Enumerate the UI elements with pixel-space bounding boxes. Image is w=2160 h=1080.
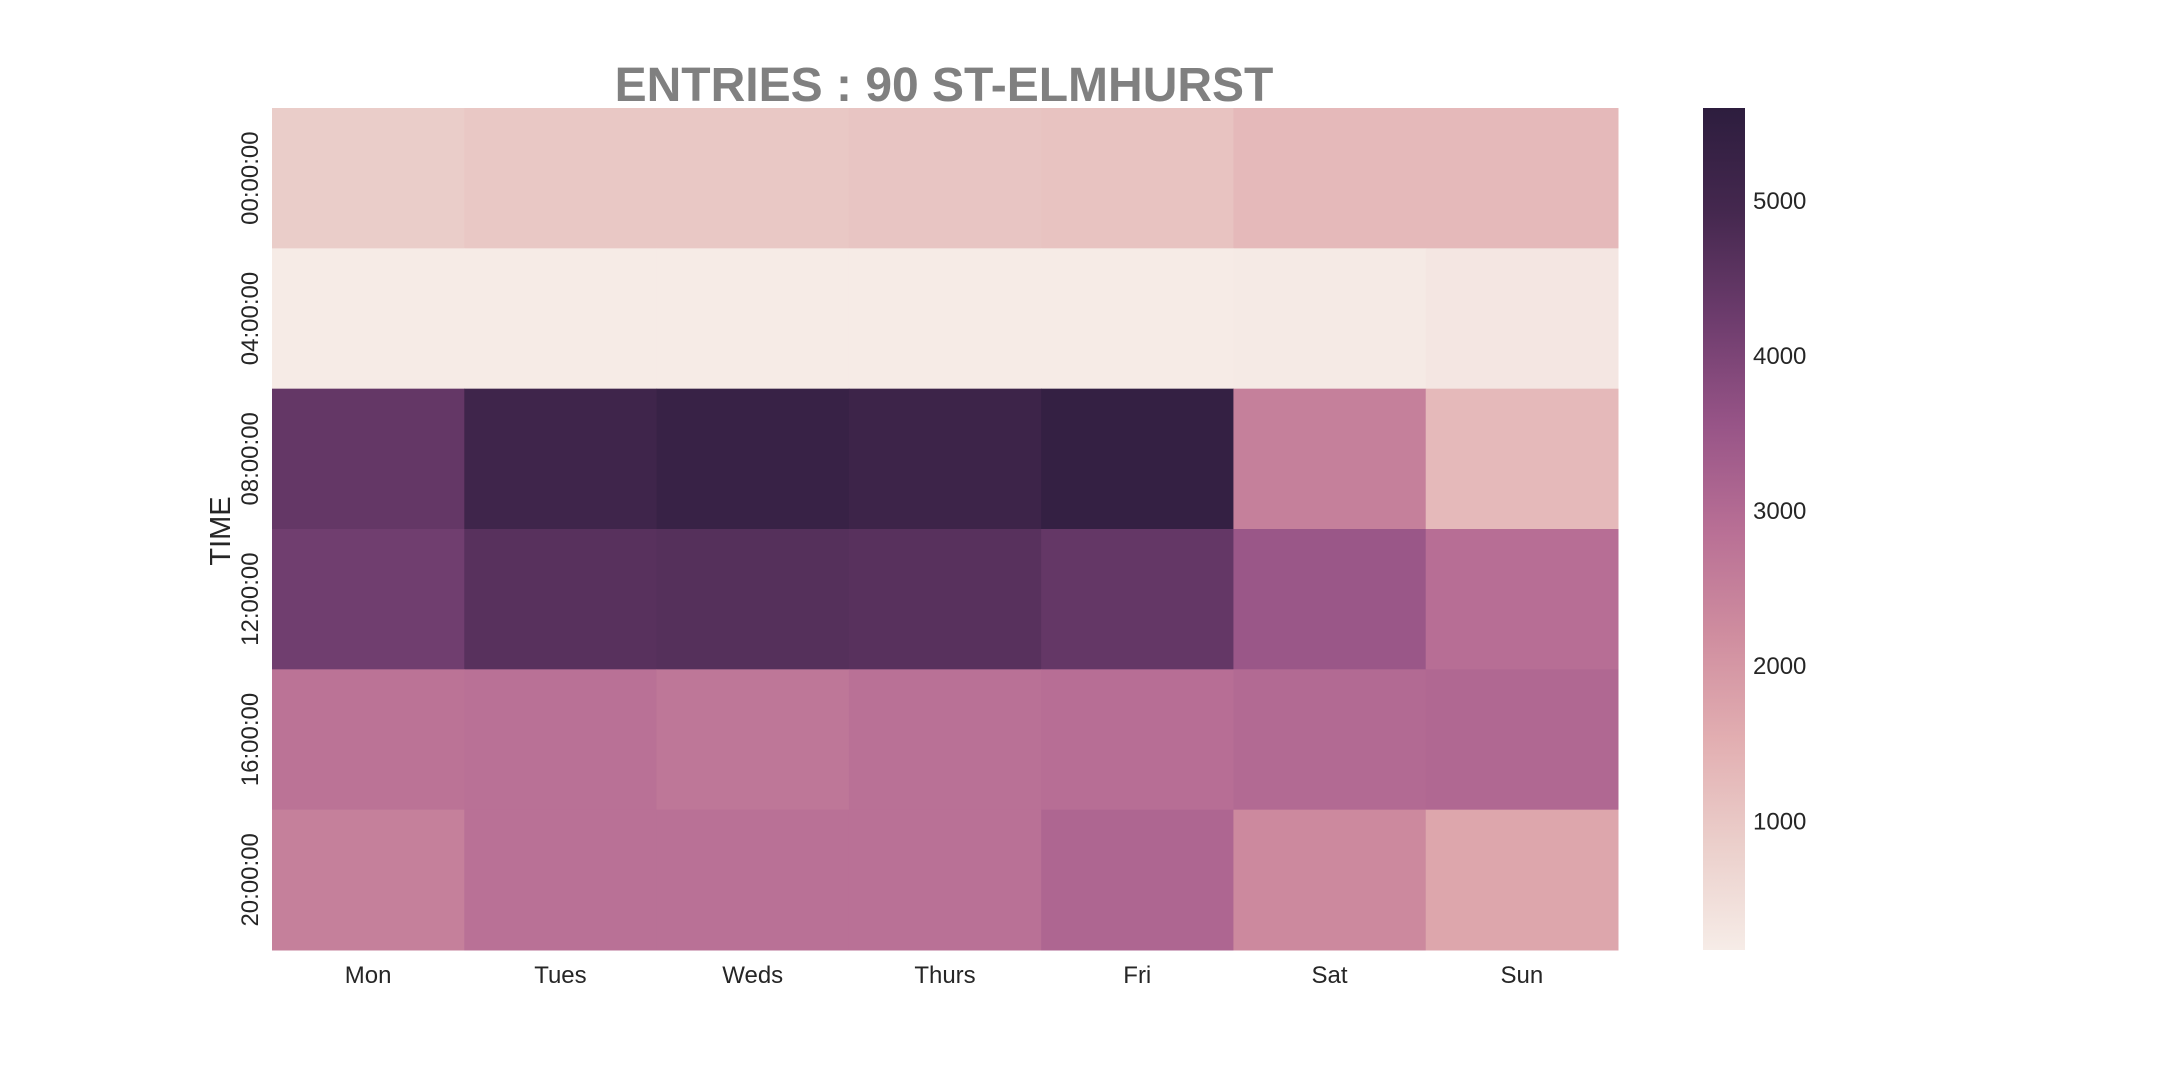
heatmap-cell <box>656 669 850 811</box>
heatmap-cell <box>1425 108 1619 249</box>
heatmap-cell <box>656 809 850 951</box>
x-tick-labels: Mon Tues Weds Thurs Fri Sat Sun <box>345 962 1543 989</box>
x-tick-label: Tues <box>534 962 586 989</box>
heatmap-cell <box>1233 388 1427 530</box>
heatmap-cell <box>1425 529 1619 670</box>
colorbar-tick-label: 1000 <box>1753 808 1806 835</box>
colorbar-tick-label: 4000 <box>1753 343 1806 370</box>
heatmap-cell <box>1233 529 1427 670</box>
heatmap-cell <box>1233 669 1427 811</box>
x-tick-label: Weds <box>722 962 783 989</box>
heatmap-cell <box>1425 248 1619 390</box>
colorbar-tick-label: 2000 <box>1753 653 1806 680</box>
y-tick-labels: 00:00:00 04:00:00 08:00:00 12:00:00 16:00:00… <box>237 131 264 926</box>
heatmap-cell <box>848 248 1042 390</box>
heatmap-cell <box>1233 108 1427 249</box>
x-tick-label: Sat <box>1312 962 1348 989</box>
heatmap-cell <box>1041 388 1234 530</box>
heatmap-cells <box>272 108 1619 951</box>
heatmap-cell <box>272 669 465 811</box>
colorbar-tick-label: 5000 <box>1753 188 1806 215</box>
heatmap-cell <box>464 108 658 249</box>
x-tick-label: Sun <box>1501 962 1544 989</box>
y-tick-label: 00:00:00 <box>237 131 264 224</box>
heatmap-cell <box>656 388 850 530</box>
heatmap-cell <box>464 669 658 811</box>
colorbar-tick-labels: 1000 2000 3000 4000 5000 <box>1753 188 1806 835</box>
heatmap-cell <box>272 529 465 670</box>
heatmap-cell <box>1041 529 1234 670</box>
heatmap-cell <box>272 388 465 530</box>
heatmap-cell <box>848 108 1042 249</box>
y-axis-label: TIME <box>205 496 237 565</box>
heatmap-cell <box>1233 248 1427 390</box>
heatmap-cell <box>1425 809 1619 951</box>
heatmap-cell <box>656 108 850 249</box>
heatmap-cell <box>1041 108 1234 249</box>
heatmap-cell <box>848 529 1042 670</box>
y-tick-label: 08:00:00 <box>237 412 264 505</box>
heatmap-cell <box>1425 388 1619 530</box>
y-tick-label: 20:00:00 <box>237 833 264 926</box>
heatmap-cell <box>464 529 658 670</box>
colorbar-tick-label: 3000 <box>1753 498 1806 525</box>
heatmap-cell <box>272 809 465 951</box>
heatmap-cell <box>656 529 850 670</box>
heatmap-cell <box>848 809 1042 951</box>
heatmap-cell <box>464 248 658 390</box>
heatmap-cell <box>848 669 1042 811</box>
heatmap-cell <box>272 248 465 390</box>
colorbar <box>1703 108 1745 950</box>
heatmap-cell <box>1425 669 1619 811</box>
x-tick-label: Fri <box>1123 962 1151 989</box>
heatmap-cell <box>848 388 1042 530</box>
x-tick-label: Thurs <box>914 962 975 989</box>
y-tick-label: 04:00:00 <box>237 272 264 365</box>
heatmap-cell <box>464 388 658 530</box>
heatmap-cell <box>1233 809 1427 951</box>
heatmap-cell <box>272 108 465 249</box>
chart-title: ENTRIES : 90 ST-ELMHURST <box>615 59 1274 112</box>
x-tick-label: Mon <box>345 962 392 989</box>
y-tick-label: 12:00:00 <box>237 552 264 645</box>
heatmap-cell <box>1041 809 1234 951</box>
heatmap-cell <box>1041 669 1234 811</box>
heatmap-cell <box>656 248 850 390</box>
y-tick-label: 16:00:00 <box>237 693 264 786</box>
heatmap-cell <box>1041 248 1234 390</box>
heatmap-cell <box>464 809 658 951</box>
